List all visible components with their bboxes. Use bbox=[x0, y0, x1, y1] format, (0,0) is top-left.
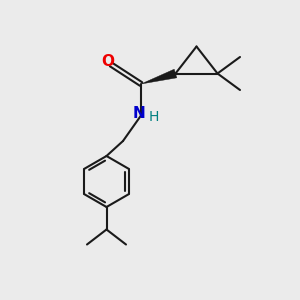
Text: O: O bbox=[101, 54, 114, 69]
Text: H: H bbox=[148, 110, 159, 124]
Polygon shape bbox=[141, 69, 177, 84]
Text: N: N bbox=[133, 106, 146, 122]
